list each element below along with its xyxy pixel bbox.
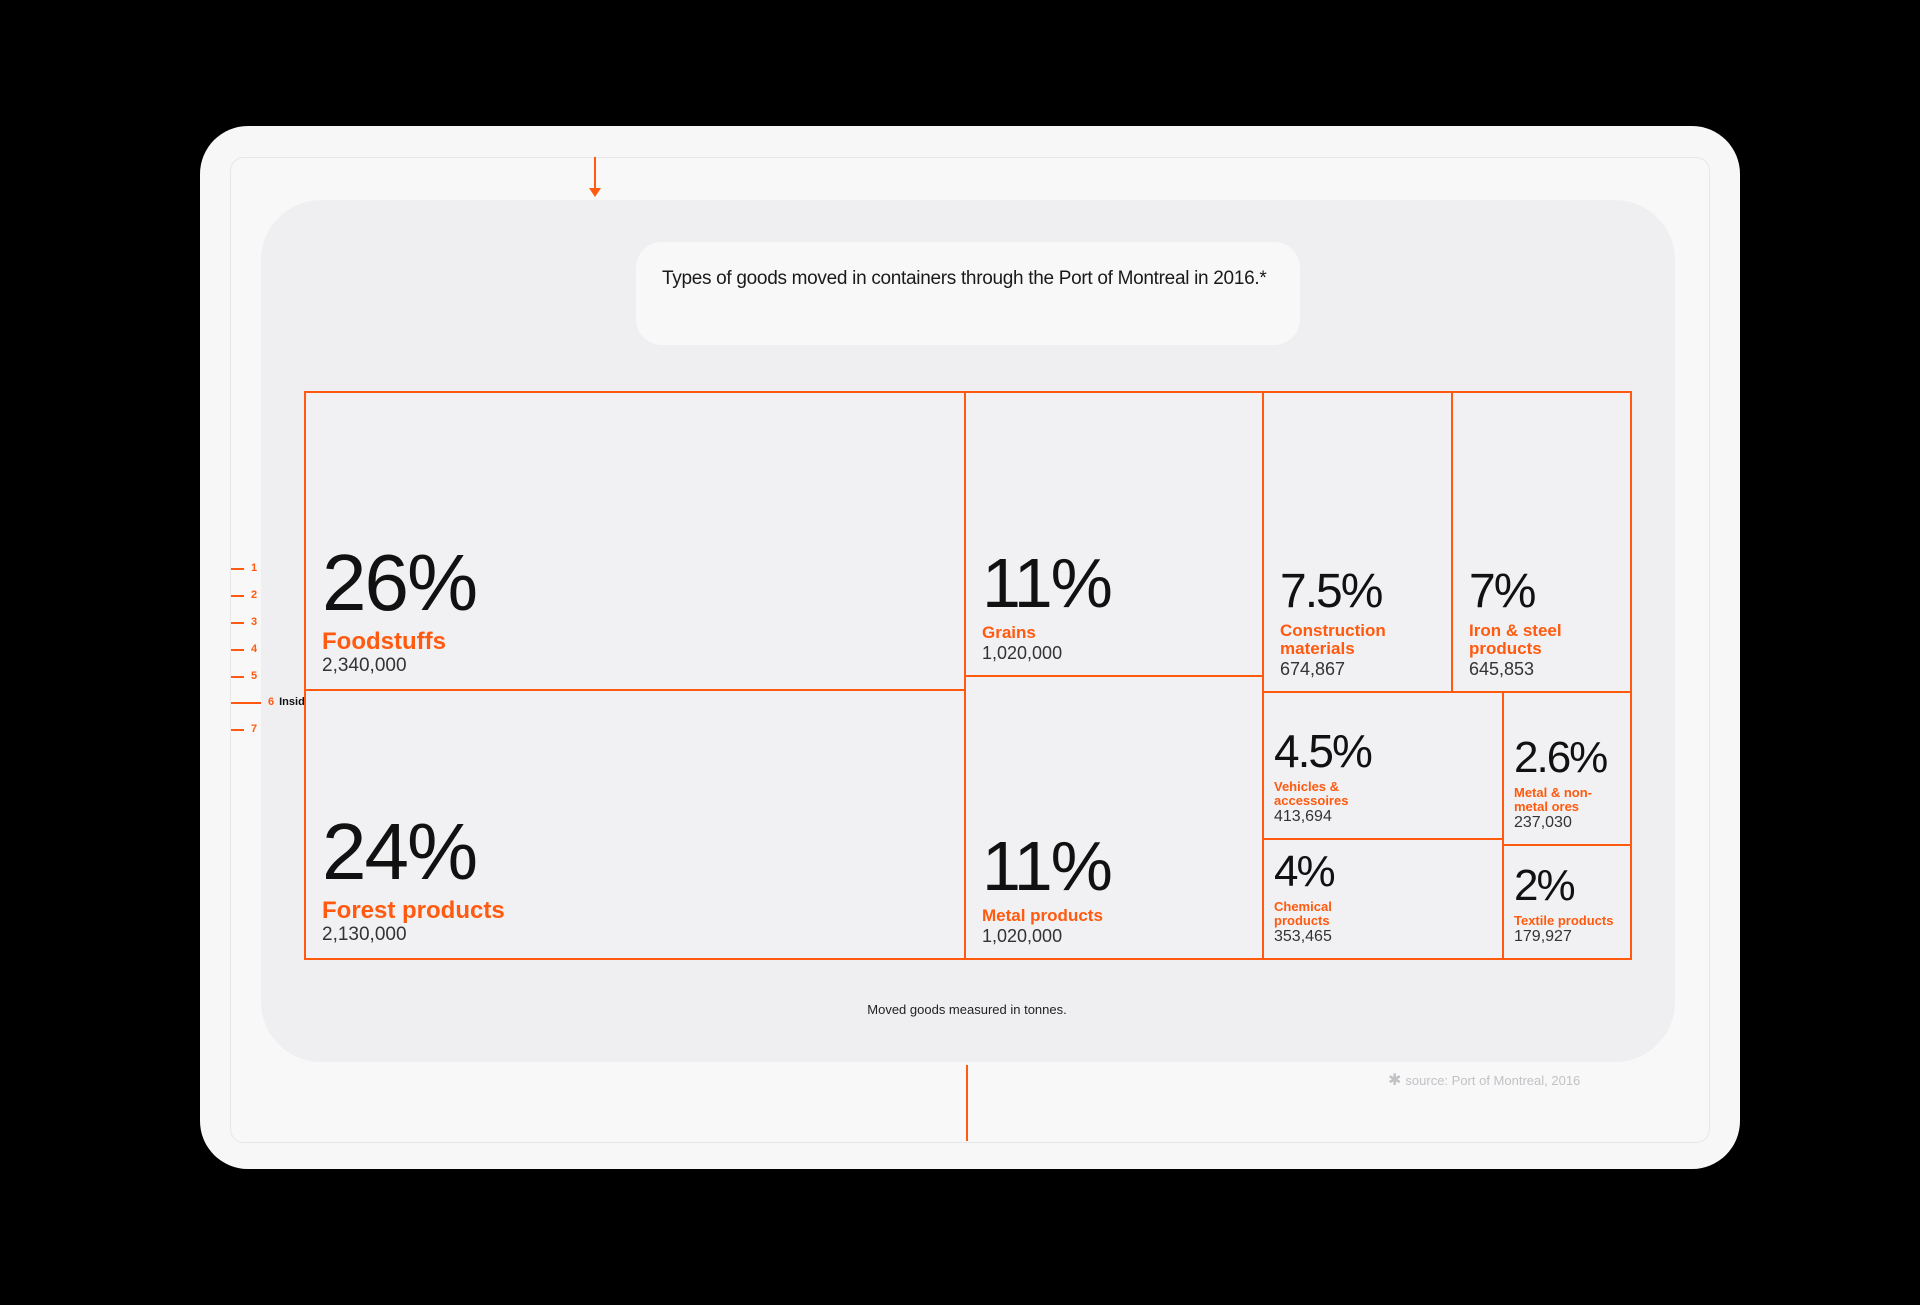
cell-value: 1,020,000 [982, 925, 1063, 946]
source-note: ✱ source: Port of Montreal, 2016 [1388, 1070, 1580, 1090]
cell-value: 2,130,000 [322, 924, 407, 946]
cell-label: Construction materials [1280, 620, 1386, 658]
cell-percent: 11% [982, 826, 1113, 905]
ruler-tick-label: 3 [251, 616, 258, 628]
cell-value: 179,927 [1514, 928, 1572, 946]
ruler-tick [231, 729, 244, 731]
treemap: 26% Foodstuffs 2,340,000 24% Forest products… [304, 391, 1632, 960]
cell-percent: 7% [1469, 564, 1536, 618]
cell-value: 645,853 [1469, 658, 1535, 679]
chart-title: Types of goods moved in containers throu… [636, 242, 1300, 345]
cell-value: 353,465 [1274, 928, 1332, 946]
cell-percent: 7.5% [1280, 564, 1383, 618]
treemap-cell: 24% Forest products 2,130,000 [304, 689, 966, 960]
treemap-cell: 4.5% Vehicles & accessoires 413,694 [1262, 691, 1504, 840]
ruler-tick-label: 6 Inside [268, 696, 311, 708]
treemap-cell: 7% Iron & steel products 645,853 [1451, 391, 1632, 693]
ruler-tick [231, 595, 244, 597]
asterisk-icon: ✱ [1388, 1072, 1402, 1089]
cell-label: Metal & non-metal ores [1514, 784, 1592, 814]
cell-label: Metal products [982, 905, 1103, 925]
ruler-tick [231, 649, 244, 651]
cell-label: Chemical products [1274, 898, 1332, 928]
treemap-cell: 11% Grains 1,020,000 [964, 391, 1264, 677]
treemap-cell: 2% Textile products 179,927 [1502, 844, 1632, 960]
cell-label: Vehicles & accessoires [1274, 778, 1349, 808]
cell-value: 2,340,000 [322, 655, 407, 677]
cell-value: 1,020,000 [982, 642, 1063, 663]
treemap-cell: 11% Metal products 1,020,000 [964, 675, 1264, 960]
ruler-tick-label: 7 [251, 723, 258, 735]
cell-value: 237,030 [1514, 814, 1572, 832]
ruler-tick [231, 676, 244, 678]
cell-label: Iron & steel products [1469, 620, 1562, 658]
source-text: source: Port of Montreal, 2016 [1405, 1073, 1581, 1088]
cell-percent: 4% [1274, 846, 1336, 896]
cell-percent: 24% [322, 807, 478, 897]
cell-percent: 26% [322, 538, 478, 628]
cell-percent: 2.6% [1514, 732, 1608, 782]
cell-label: Grains [982, 622, 1036, 642]
arrowhead-icon [589, 188, 601, 197]
treemap-cell: 26% Foodstuffs 2,340,000 [304, 391, 966, 691]
cell-label: Forest products [322, 897, 505, 925]
cell-label: Textile products [1514, 912, 1614, 928]
caption: Moved goods measured in tonnes. [867, 1002, 1067, 1017]
cell-percent: 4.5% [1274, 724, 1373, 777]
cell-value: 413,694 [1274, 808, 1332, 826]
ruler-tick [231, 568, 244, 570]
treemap-cell: 4% Chemical products 353,465 [1262, 838, 1504, 960]
ruler-tick-label: 4 [251, 643, 258, 655]
cell-label: Foodstuffs [322, 628, 446, 656]
down-arrow-icon [594, 157, 596, 191]
treemap-cell: 7.5% Construction materials 674,867 [1262, 391, 1453, 693]
cell-percent: 11% [982, 543, 1113, 622]
ruler-tick [231, 702, 261, 704]
ruler-active-label: Inside [279, 696, 311, 708]
ruler-tick [231, 622, 244, 624]
cell-value: 674,867 [1280, 658, 1346, 679]
divider-line [966, 1065, 968, 1141]
cell-percent: 2% [1514, 860, 1576, 910]
ruler-tick-label: 2 [251, 589, 258, 601]
ruler-tick-label: 5 [251, 670, 258, 682]
treemap-cell: 2.6% Metal & non-metal ores 237,030 [1502, 691, 1632, 846]
ruler-tick-label: 1 [251, 562, 258, 574]
